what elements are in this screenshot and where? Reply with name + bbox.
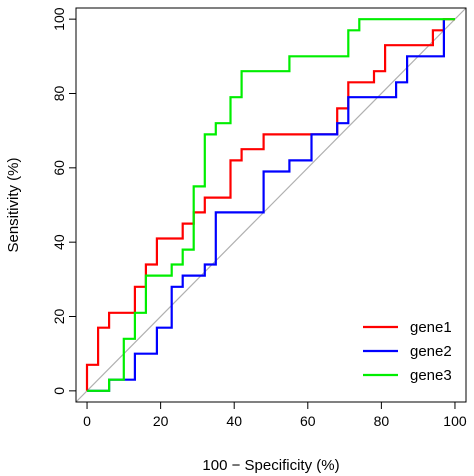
x-tick-label: 100 xyxy=(443,413,467,429)
y-tick-label: 0 xyxy=(51,387,67,395)
y-tick-label: 100 xyxy=(51,7,67,31)
series-layer xyxy=(85,18,455,392)
x-tick-label: 20 xyxy=(153,413,169,429)
x-axis-title: 100 − Specificity (%) xyxy=(202,457,339,474)
legend-label-gene2: gene2 xyxy=(410,343,452,360)
x-tick-label: 0 xyxy=(83,413,91,429)
legend-label-gene3: gene3 xyxy=(410,367,452,384)
x-tick-label: 40 xyxy=(226,413,242,429)
series-line-gene2 xyxy=(87,19,445,392)
diagonal-reference-line xyxy=(75,7,467,403)
legend-label-gene1: gene1 xyxy=(410,319,452,336)
x-axis: 0 20 40 60 80 100 xyxy=(83,402,467,429)
plot-frame xyxy=(75,7,467,403)
series-line-gene3 xyxy=(87,18,455,392)
y-tick-label: 20 xyxy=(51,309,67,325)
y-tick-label: 60 xyxy=(51,160,67,176)
diagonal-reference-layer xyxy=(75,7,467,403)
x-tick-label: 80 xyxy=(374,413,390,429)
y-tick-label: 40 xyxy=(51,234,67,250)
legend: gene1 gene2 gene3 xyxy=(363,319,452,384)
x-tick-label: 60 xyxy=(300,413,316,429)
y-axis: 0 20 40 60 80 100 xyxy=(51,7,76,395)
y-axis-title: Sensitivity (%) xyxy=(5,157,22,252)
y-tick-label: 80 xyxy=(51,85,67,101)
